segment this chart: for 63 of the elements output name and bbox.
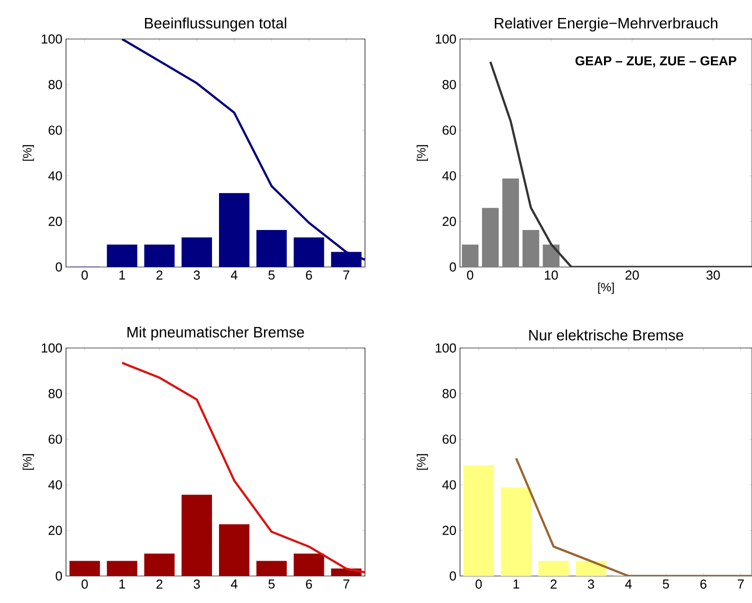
x-tick-label: 2 <box>156 580 162 589</box>
x-tick-label: 6 <box>306 580 312 589</box>
x-tick-label: 5 <box>268 270 275 280</box>
y-tick-label: 60 <box>442 434 456 444</box>
x-tick-label: 0 <box>467 270 474 280</box>
y-axis-title: [%] <box>416 454 428 470</box>
x-tick-label: 3 <box>194 580 200 589</box>
y-tick-label: 40 <box>442 171 456 180</box>
y-axis-title: [%] <box>22 454 34 470</box>
y-axis-title: [%] <box>416 145 428 161</box>
chart-title: Nur elektrische Bremse <box>529 329 684 340</box>
x-tick-label: 6 <box>700 580 706 589</box>
y-tick-label: 60 <box>48 126 62 135</box>
x-tick-label: 0 <box>82 580 88 589</box>
y-tick-label: 0 <box>56 571 62 581</box>
y-tick-label: 100 <box>42 34 62 44</box>
annotation: GEAP – ZUE, ZUE – GEAP <box>576 56 736 68</box>
x-tick-label: 1 <box>119 580 126 588</box>
x-tick-label: 5 <box>268 580 275 589</box>
x-tick-label: 4 <box>230 580 238 588</box>
y-tick-label: 40 <box>48 171 62 180</box>
line-series <box>120 362 366 574</box>
x-tick-label: 2 <box>550 580 557 589</box>
x-tick-label: 30 <box>706 270 720 280</box>
chart-title: Relativer Energie−Mehrverbrauch <box>494 17 718 32</box>
y-axis-title: [%] <box>22 145 34 161</box>
x-tick-label: 0 <box>476 580 482 589</box>
y-tick-label: 100 <box>42 343 62 353</box>
y-tick-label: 100 <box>436 34 456 44</box>
x-tick-label: 3 <box>194 270 200 280</box>
x-tick-label: 7 <box>343 270 350 280</box>
y-tick-label: 80 <box>48 80 62 90</box>
x-tick-label: 4 <box>625 580 632 588</box>
y-tick-label: 80 <box>48 388 62 398</box>
chart-title: Mit pneumatischer Bremse <box>128 326 304 340</box>
y-tick-label: 60 <box>442 126 456 135</box>
x-tick-label: 3 <box>588 580 594 589</box>
x-tick-label: 5 <box>662 580 669 589</box>
y-tick-label: 20 <box>48 526 62 535</box>
x-axis-title: [%] <box>598 282 614 294</box>
x-tick-label: 20 <box>626 270 639 280</box>
y-tick-label: 0 <box>56 262 62 272</box>
x-tick-label: 1 <box>514 580 520 588</box>
x-tick-label: 7 <box>738 580 744 588</box>
x-tick-label: 0 <box>82 270 88 280</box>
y-tick-label: 20 <box>48 216 62 226</box>
x-tick-label: 6 <box>306 270 312 280</box>
chart-title: Beeinflussungen total <box>145 17 286 32</box>
x-tick-label: 10 <box>544 270 558 280</box>
y-tick-label: 40 <box>442 480 456 490</box>
x-tick-label: 2 <box>156 270 162 280</box>
y-tick-label: 40 <box>48 480 62 490</box>
y-tick-label: 80 <box>442 80 456 90</box>
y-tick-label: 80 <box>442 388 456 398</box>
y-tick-label: 20 <box>442 526 456 535</box>
y-tick-label: 100 <box>436 343 456 353</box>
x-tick-label: 7 <box>343 580 350 588</box>
x-tick-label: 1 <box>119 270 126 280</box>
x-tick-label: 4 <box>230 270 238 280</box>
y-tick-label: 0 <box>450 262 456 272</box>
y-tick-label: 20 <box>442 216 456 226</box>
y-tick-label: 0 <box>450 571 456 581</box>
y-tick-label: 60 <box>48 434 62 444</box>
